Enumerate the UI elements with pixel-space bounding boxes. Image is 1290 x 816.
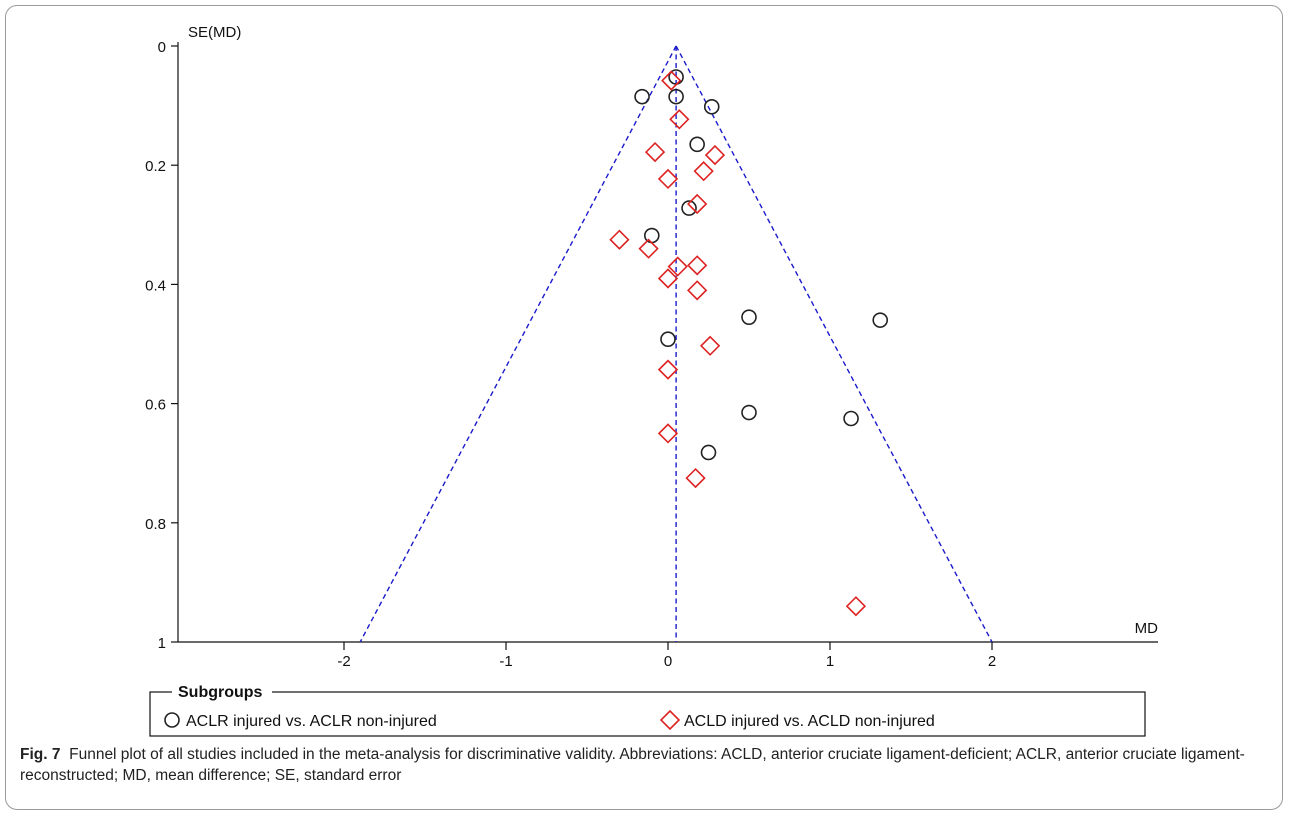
legend: Subgroups ACLR injured vs. ACLR non-injur…: [150, 682, 1145, 736]
diamond-point: [687, 469, 705, 487]
circle-point: [742, 406, 756, 420]
circle-point: [873, 313, 887, 327]
funnel-right-line: [676, 46, 992, 642]
circle-point: [844, 412, 858, 426]
x-tick-label: -2: [337, 653, 350, 670]
axes: 0 0.2 0.4 0.6 0.8 1 -2 -1 0 1 2 SE(MD) MD: [145, 24, 1158, 670]
y-tick-label: 1: [158, 635, 166, 652]
circle-point: [661, 332, 675, 346]
y-tick-label: 0.2: [145, 158, 166, 175]
x-tick-label: 1: [826, 653, 834, 670]
circle-point: [742, 310, 756, 324]
diamond-point: [706, 146, 724, 164]
diamond-point: [662, 72, 680, 90]
y-axis-label: SE(MD): [188, 24, 241, 41]
y-tick-label: 0: [158, 39, 166, 56]
diamond-point: [847, 597, 865, 615]
x-axis-label: MD: [1135, 620, 1158, 637]
diamond-point: [688, 256, 706, 274]
diamond-point: [659, 170, 677, 188]
x-tick-label: -1: [499, 653, 512, 670]
diamond-point: [610, 231, 628, 249]
caption-text: Funnel plot of all studies included in t…: [20, 746, 1245, 784]
figure-caption: Fig. 7 Funnel plot of all studies includ…: [20, 744, 1270, 786]
circle-point: [635, 90, 649, 104]
diamond-point: [646, 143, 664, 161]
diamond-point: [688, 195, 706, 213]
data-points: [610, 70, 887, 615]
circle-point: [702, 445, 716, 459]
y-tick-label: 0.4: [145, 277, 166, 294]
caption-label: Fig. 7: [20, 746, 60, 763]
x-tick-label: 2: [988, 653, 996, 670]
funnel-lines: [360, 46, 992, 642]
legend-item-acld: ACLD injured vs. ACLD non-injured: [684, 713, 935, 730]
diamond-point: [670, 110, 688, 128]
diamond-point: [659, 424, 677, 442]
diamond-point: [688, 281, 706, 299]
diamond-point: [695, 162, 713, 180]
x-tick-label: 0: [664, 653, 672, 670]
circle-point: [690, 137, 704, 151]
legend-title: Subgroups: [178, 684, 263, 701]
diamond-point: [659, 361, 677, 379]
diamond-point: [701, 337, 719, 355]
y-tick-label: 0.8: [145, 516, 166, 533]
funnel-left-line: [360, 46, 676, 642]
y-tick-label: 0.6: [145, 397, 166, 414]
funnel-plot: 0 0.2 0.4 0.6 0.8 1 -2 -1 0 1 2 SE(MD) MD Subgroups A…: [0, 0, 1290, 740]
legend-item-aclr: ACLR injured vs. ACLR non-injured: [186, 713, 437, 730]
circle-point: [705, 100, 719, 114]
